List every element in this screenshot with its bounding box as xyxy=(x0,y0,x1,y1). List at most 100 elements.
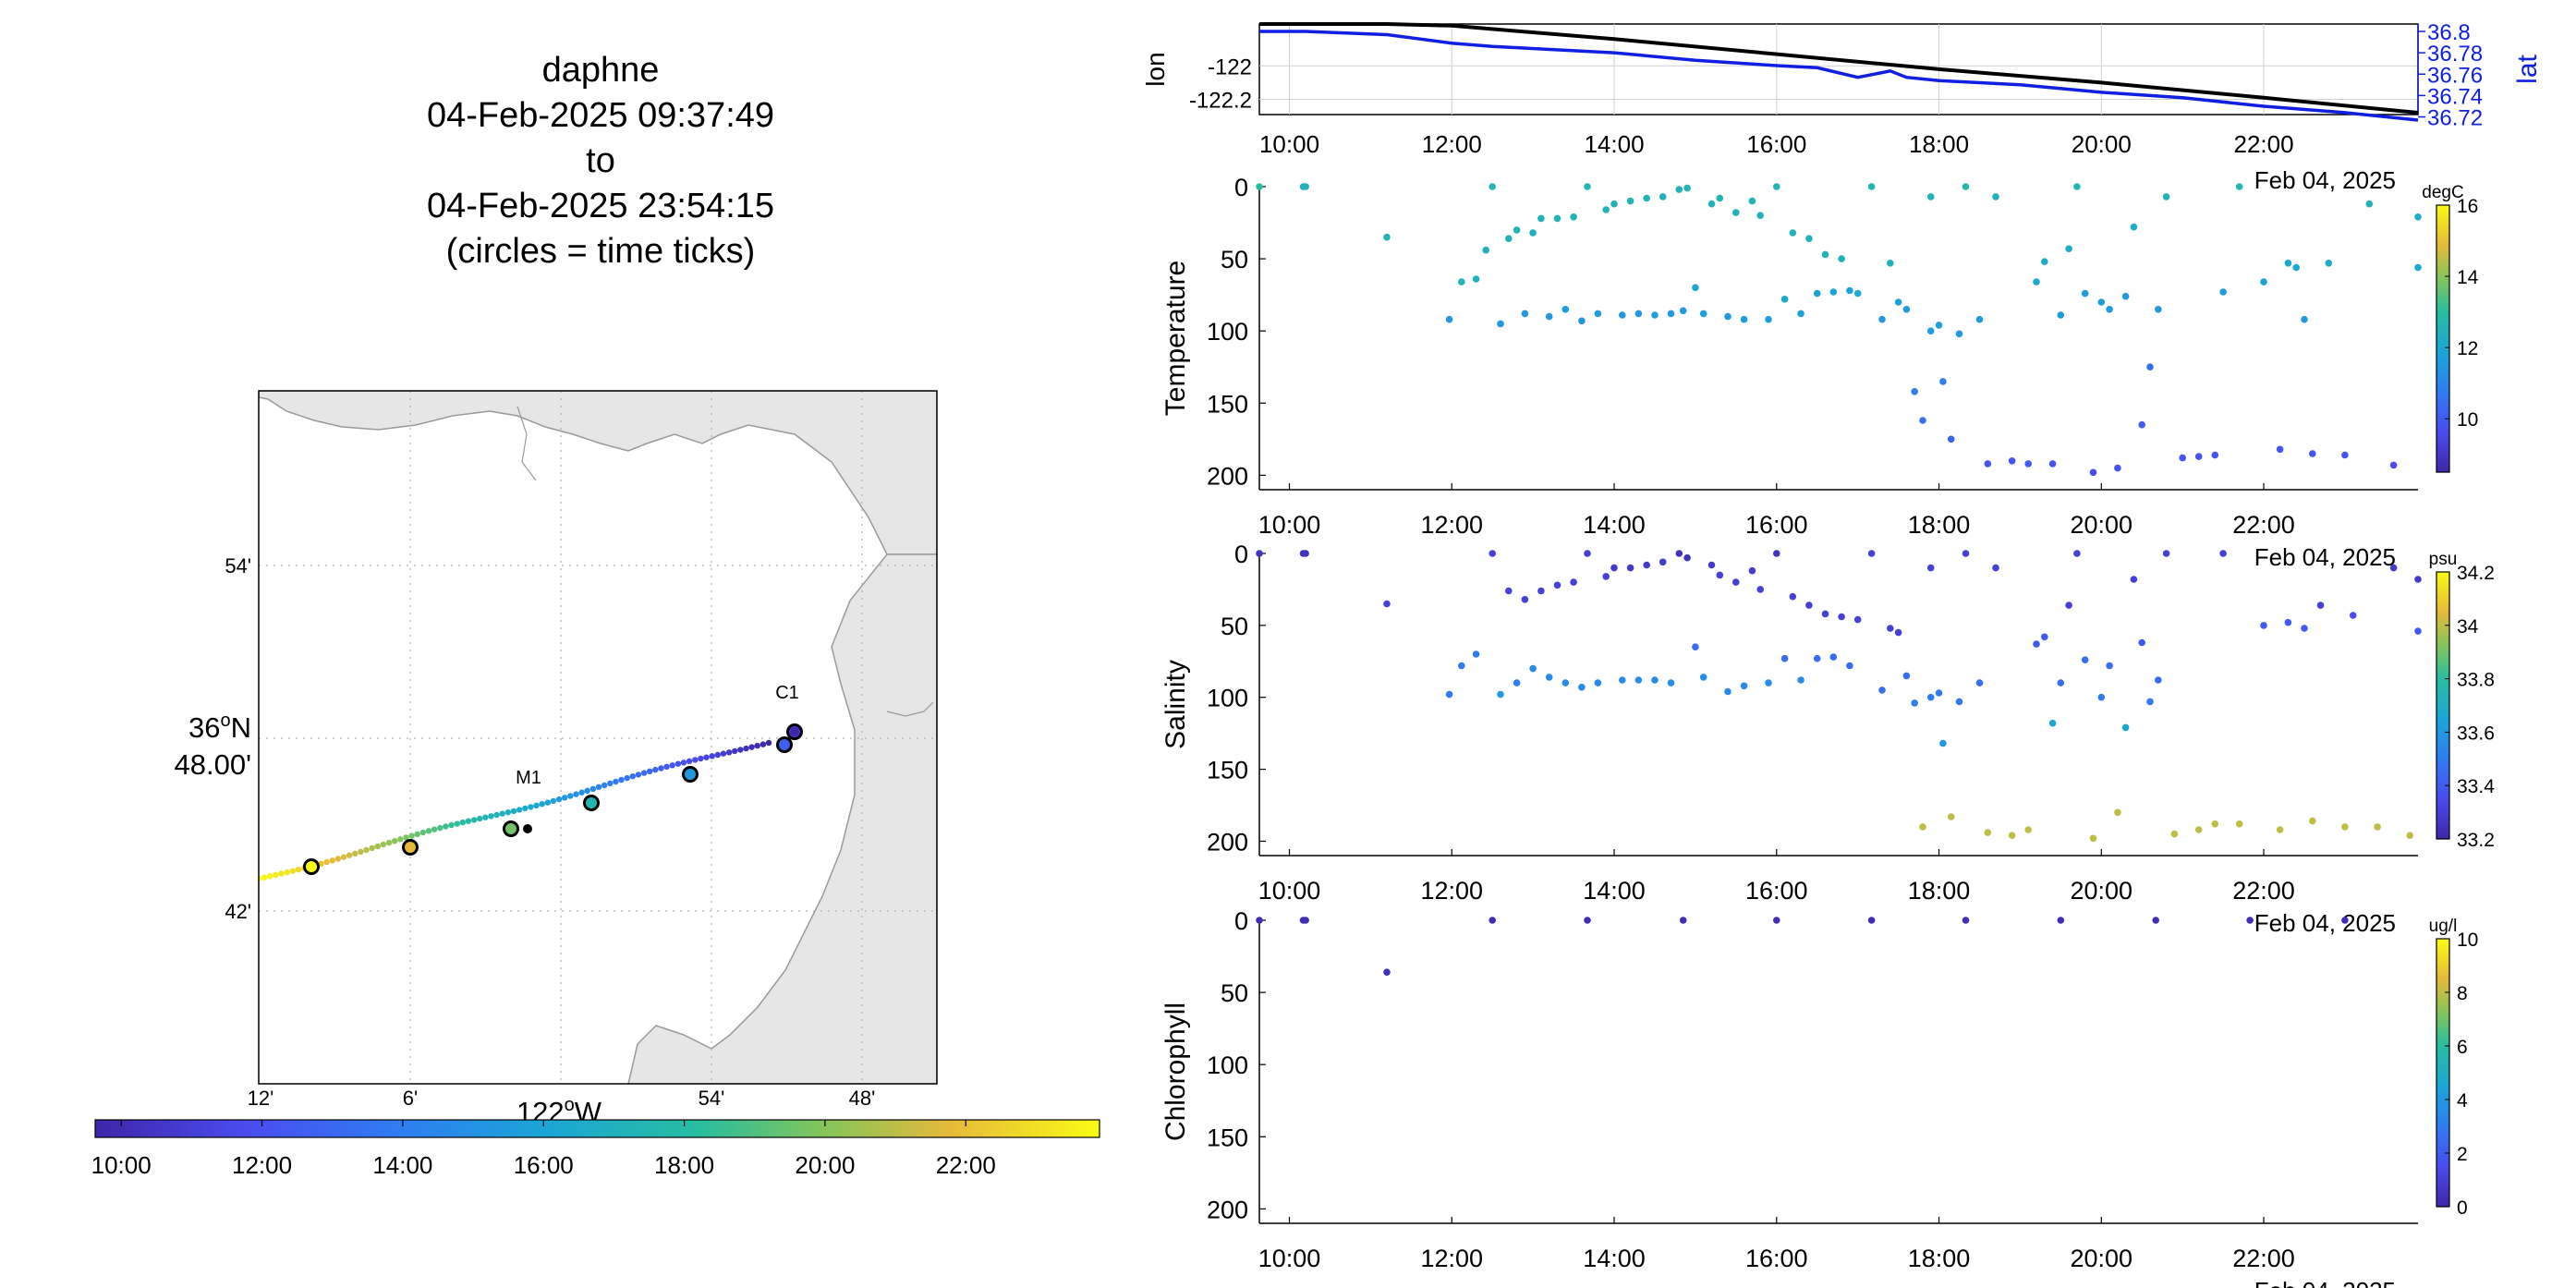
track-point xyxy=(318,860,324,867)
temperature-point xyxy=(1756,212,1764,219)
temperature-xtick: 14:00 xyxy=(1583,511,1646,539)
time-colorbar-label: 14:00 xyxy=(372,1151,432,1179)
track-point xyxy=(369,844,375,852)
temperature-point xyxy=(2138,420,2145,429)
chlorophyll-point xyxy=(1256,917,1263,924)
salinity-point xyxy=(1675,550,1683,557)
temperature-point xyxy=(1619,311,1626,319)
lonlat-xtick: 16:00 xyxy=(1746,130,1806,158)
salinity-point xyxy=(1256,550,1263,557)
station-marker-c1 xyxy=(790,727,799,736)
salinity-point xyxy=(1867,550,1876,557)
salinity-point xyxy=(1797,676,1804,684)
salinity-point xyxy=(1740,682,1748,690)
temperature-point xyxy=(1975,315,1984,323)
salinity-point xyxy=(1651,676,1659,684)
salinity-point xyxy=(1683,553,1691,562)
track-point xyxy=(613,778,619,785)
track-point xyxy=(573,791,579,797)
temperature-point xyxy=(1679,307,1687,315)
track-point xyxy=(720,750,727,757)
temperature-point xyxy=(1505,235,1513,242)
lonlat-axes xyxy=(1258,23,2419,115)
salinity-point xyxy=(2048,719,2057,727)
lonlat-ytick-right: 36.78 xyxy=(2427,42,2483,67)
temperature-point xyxy=(1853,289,1862,298)
salinity-point xyxy=(1992,564,1999,572)
salinity-point xyxy=(2081,656,2089,663)
temperature-point xyxy=(2219,288,2227,296)
salinity-point xyxy=(1545,674,1553,681)
temperature-point xyxy=(1521,310,1529,318)
lonlat-ytick-right: 36.72 xyxy=(2427,106,2483,131)
track-point xyxy=(647,768,653,774)
salinity-ytick: 50 xyxy=(1221,613,1248,640)
track-point xyxy=(754,742,760,749)
station-marker-m1 xyxy=(523,824,532,833)
lonlat-ytick-left: -122.2 xyxy=(1189,89,1252,114)
lonlat-series-lon xyxy=(1259,22,2419,115)
salinity-point xyxy=(2106,662,2113,670)
salinity-point xyxy=(1570,578,1577,586)
salinity-point xyxy=(1537,587,1545,595)
temperature-point xyxy=(2235,183,2243,190)
temperature-point xyxy=(1699,310,1707,318)
lonlat-xtick: 18:00 xyxy=(1909,130,1969,158)
temperature-point xyxy=(1707,200,1716,208)
map-panel: 54' 48.00' 42' 36oN 12' 6' 54' 48' 122oW… xyxy=(175,390,938,1128)
lonlat-xtick: 22:00 xyxy=(2233,130,2293,158)
temperature-point xyxy=(2024,460,2032,468)
temperature-point xyxy=(2057,311,2065,319)
salinity-point xyxy=(1902,672,1911,680)
track-point xyxy=(414,831,420,837)
temperature-point xyxy=(1838,255,1845,262)
track-point xyxy=(629,773,636,780)
track-point xyxy=(504,809,512,816)
time-tick-circle xyxy=(776,736,793,753)
track-point xyxy=(674,760,682,767)
lonlat-xtick: 12:00 xyxy=(1422,130,1482,158)
time-colorbar-label: 22:00 xyxy=(936,1151,996,1179)
chlorophyll-ytick: 200 xyxy=(1207,1196,1248,1223)
chlorophyll-point xyxy=(2341,917,2349,924)
track-point xyxy=(652,766,659,773)
salinity-point xyxy=(1756,586,1764,593)
track-point xyxy=(725,749,733,756)
map-land-north xyxy=(259,391,937,555)
lonlat-xtick: 10:00 xyxy=(1259,130,1319,158)
time-colorbar: 10:00 12:00 14:00 16:00 18:00 20:00 22:00 xyxy=(91,1119,1100,1179)
track-point xyxy=(510,808,517,814)
temperature-point xyxy=(1732,209,1740,216)
salinity-point xyxy=(2138,638,2145,647)
salinity-point xyxy=(2097,693,2106,701)
temperature-point xyxy=(1805,235,1813,242)
lonlat-date-label: Feb 04, 2025 xyxy=(2254,166,2396,194)
temperature-point xyxy=(2179,454,2186,462)
track-point xyxy=(408,832,415,839)
temperature-point xyxy=(1610,200,1618,208)
track-point xyxy=(259,875,262,882)
salinity-point xyxy=(1578,684,1586,691)
salinity-point xyxy=(1829,653,1838,661)
time-tick-circle xyxy=(503,820,519,837)
temperature-xtick: 12:00 xyxy=(1420,511,1483,539)
temperature-point xyxy=(1887,260,1894,267)
temperature-point xyxy=(2097,298,2106,306)
track-point xyxy=(284,869,290,876)
temperature-point xyxy=(1773,183,1780,190)
salinity-ytick: 200 xyxy=(1207,828,1248,856)
chlorophyll-colorbar-tick: 10 xyxy=(2457,930,2478,951)
temperature-point xyxy=(1570,213,1577,221)
temperature-colorbar-tick: 12 xyxy=(2457,338,2478,359)
track-point xyxy=(465,818,472,824)
temperature-point xyxy=(1683,184,1691,192)
chlorophyll-xtick: 12:00 xyxy=(1420,1245,1483,1272)
plot-title: daphne 04-Feb-2025 09:37:49 to 04-Feb-20… xyxy=(351,48,850,274)
track-point xyxy=(680,759,687,766)
salinity-point xyxy=(2414,627,2422,635)
temperature-point xyxy=(2065,245,2072,253)
temperature-point xyxy=(2081,289,2089,298)
salinity-point xyxy=(1748,566,1756,575)
